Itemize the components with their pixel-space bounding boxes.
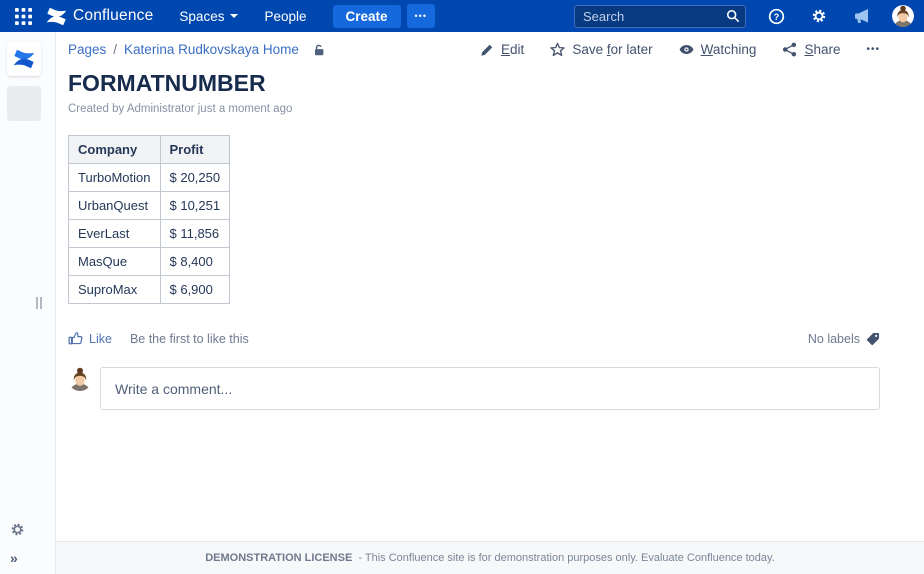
breadcrumb-pages-link[interactable]: Pages [68,42,107,57]
thumbs-up-icon [68,331,83,346]
nav-more-button[interactable]: ••• [406,4,435,28]
license-text: - This Confluence site is for demonstrat… [358,552,775,564]
gear-icon [10,522,25,537]
table-header-row: Company Profit [68,135,231,164]
app-switcher-button[interactable] [10,3,36,29]
profit-cell: $ 6,900 [159,275,231,304]
expand-sidebar-button[interactable]: » [10,550,18,566]
space-logo-icon [13,48,35,70]
pencil-icon [480,43,494,57]
search-input[interactable] [574,4,746,28]
profit-cell: $ 20,250 [159,163,231,192]
gear-icon [811,8,827,24]
save-for-later-button[interactable]: Save for later [550,42,653,57]
profit-cell: $ 11,856 [159,219,231,248]
table-row: UrbanQuest $ 10,251 [68,191,231,220]
announcements-button[interactable] [849,3,875,29]
like-label: Like [89,331,112,346]
grid-icon [14,7,32,25]
add-label-button[interactable] [866,332,880,346]
breadcrumb: Pages / Katerina Rudkovskaya Home [68,42,326,57]
table-header-profit: Profit [159,135,231,164]
nav-spaces[interactable]: Spaces [179,8,239,24]
company-cell: TurboMotion [68,163,161,192]
table-row: EverLast $ 11,856 [68,219,231,248]
edit-button[interactable]: Edit [480,42,524,57]
nav-spaces-label: Spaces [179,8,225,24]
avatar-image [892,5,914,27]
company-cell: EverLast [68,219,161,248]
space-logo-tile[interactable] [7,42,41,76]
double-chevron-right-icon: » [10,550,18,566]
nav-people[interactable]: People [264,9,306,24]
sidebar-skeleton-item [7,86,41,121]
space-settings-button[interactable] [10,522,25,537]
nav-people-label: People [264,8,307,24]
page-more-button[interactable]: ••• [866,44,880,55]
table-row: TurboMotion $ 20,250 [68,163,231,192]
table-header-company: Company [68,135,161,164]
help-icon: ? [768,8,785,25]
content-spacer [68,410,880,541]
table-row: SuproMax $ 6,900 [68,275,231,304]
logo-text: Confluence [73,7,154,24]
page-byline: Created by Administrator just a moment a… [68,103,293,115]
company-cell: UrbanQuest [68,191,161,220]
breadcrumb-separator: / [113,42,118,57]
company-cell: MasQue [68,247,161,276]
confluence-logo[interactable]: Confluence [46,6,153,27]
license-label: DEMONSTRATION LICENSE [205,552,353,564]
settings-button[interactable] [806,3,832,29]
content-table: Company Profit TurboMotion $ 20,250 Urba… [68,135,231,304]
like-button[interactable]: Like [68,331,112,346]
chevron-down-icon [230,14,239,18]
page-title: FORMATNUMBER [68,70,266,96]
like-bar: Like Be the first to like this No labels [68,331,880,346]
comment-avatar [68,367,92,391]
profit-cell: $ 8,400 [159,247,231,276]
create-button[interactable]: Create [332,4,401,28]
profit-cell: $ 10,251 [159,191,231,220]
top-navigation: Confluence Spaces People Create ••• ? [0,0,924,32]
star-icon [550,42,566,57]
search-box [574,4,746,28]
tag-icon [866,332,880,346]
sidebar-resize-grip[interactable] [36,297,42,309]
company-cell: SuproMax [68,275,161,304]
watching-button[interactable]: Watching [679,42,756,57]
eye-icon [679,42,694,57]
unlock-icon [312,43,326,57]
comment-input[interactable] [100,367,880,410]
share-button[interactable]: Share [782,42,840,57]
comment-section [68,367,880,410]
space-sidebar: » [0,32,56,574]
confluence-mark-icon [46,6,67,27]
table-row: MasQue $ 8,400 [68,247,231,276]
share-icon [782,42,797,57]
no-labels-text: No labels [807,331,860,346]
breadcrumb-page-link[interactable]: Katerina Rudkovskaya Home [124,42,299,57]
unrestricted-button[interactable] [312,43,326,57]
like-hint: Be the first to like this [129,331,249,346]
search-icon [726,9,740,23]
help-button[interactable]: ? [763,3,789,29]
svg-text:?: ? [773,11,779,21]
megaphone-icon [854,8,870,24]
license-footer: DEMONSTRATION LICENSE - This Confluence … [56,541,924,574]
page-actions: Edit Save for later [480,42,880,57]
user-avatar[interactable] [892,5,914,27]
